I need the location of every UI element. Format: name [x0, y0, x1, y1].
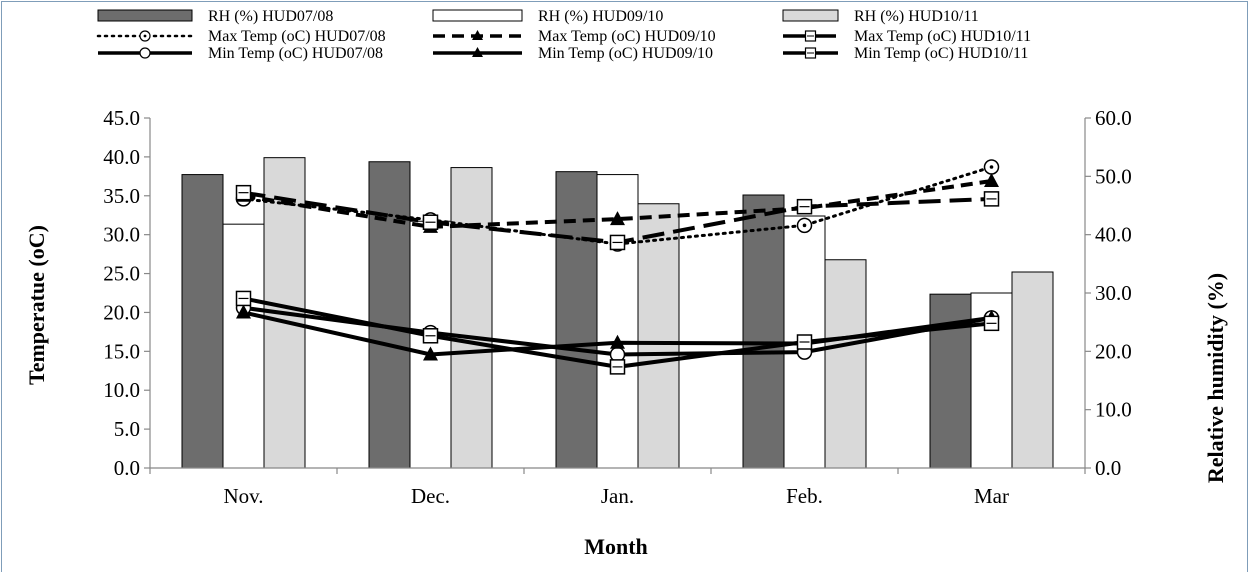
legend-marker-shape — [472, 30, 483, 40]
legend-marker-3 — [804, 30, 817, 42]
y2-tick-label: 60.0 — [1095, 106, 1132, 130]
marker-5-3 — [610, 334, 625, 349]
y-tick-label: 45.0 — [103, 106, 140, 130]
y-tick-label: 15.0 — [103, 339, 140, 363]
bar-1-2 — [368, 161, 411, 469]
legend: RH (%) HUD07/08 RH (%) HUD09/10 RH (%) HUD… — [96, 8, 1031, 62]
legend-swatch-bar-3 — [782, 9, 839, 22]
legend-label-line-4: Min Temp (oC) HUD07/08 — [208, 45, 383, 62]
legend-swatch-bar-1 — [97, 9, 193, 22]
y-tick-label: 30.0 — [103, 223, 140, 247]
y2-tick-label: 40.0 — [1095, 223, 1132, 247]
legend-marker-6 — [804, 47, 817, 59]
marker-1-5-dot — [989, 165, 994, 169]
legend-marker-shape — [472, 47, 483, 57]
x-axis-label: Month — [584, 534, 648, 559]
y-tick-label: 35.0 — [103, 184, 140, 208]
y2-tick-label: 10.0 — [1095, 398, 1132, 422]
x-tick-label: Jan. — [601, 484, 634, 508]
y2-tick-label: 50.0 — [1095, 164, 1132, 188]
legend-marker-dot — [143, 34, 147, 38]
legend-label-bar-2: RH (%) HUD09/10 — [538, 8, 663, 25]
y2-tick-label: 30.0 — [1095, 281, 1132, 305]
legend-marker-5 — [472, 47, 483, 57]
y2-tick-label: 0.0 — [1095, 456, 1121, 480]
x-tick-label: Mar — [974, 484, 1009, 508]
x-tick-label: Nov. — [223, 484, 263, 508]
legend-label-line-1: Max Temp (oC) HUD07/08 — [208, 28, 386, 45]
x-tick-label: Feb. — [786, 484, 823, 508]
y-tick-label: 5.0 — [114, 417, 140, 441]
legend-label-bar-1: RH (%) HUD07/08 — [208, 8, 333, 25]
y2-axis-label: Relative humidity (%) — [1203, 273, 1228, 483]
y-tick-label: 10.0 — [103, 378, 140, 402]
bar-3-3 — [637, 203, 680, 469]
legend-label-line-5: Min Temp (oC) HUD09/10 — [538, 45, 713, 62]
legend-label-line-6: Min Temp (oC) HUD10/11 — [854, 45, 1028, 62]
bar-3-2 — [450, 167, 493, 469]
y-tick-label: 20.0 — [103, 300, 140, 324]
bar-1-4 — [742, 194, 785, 469]
legend-label-bar-3: RH (%) HUD10/11 — [854, 8, 979, 25]
legend-marker-4 — [139, 47, 151, 59]
line-series-2 — [243, 179, 992, 229]
y-tick-label: 25.0 — [103, 262, 140, 286]
axes-group: 0.0 5.0 10.0 15.0 20.0 25.0 30.0 35.0 40.0 45.0 0.… — [103, 106, 1132, 508]
y2-tick-label: 20.0 — [1095, 339, 1132, 363]
marker-5-1 — [236, 304, 251, 319]
legend-label-line-2: Max Temp (oC) HUD09/10 — [538, 28, 716, 45]
legend-marker-1 — [139, 30, 151, 42]
marker-2-5 — [984, 173, 999, 187]
lines-group — [235, 159, 1000, 375]
marker-5-2 — [423, 346, 438, 361]
bar-3-4 — [824, 259, 867, 469]
y-tick-label: 40.0 — [103, 145, 140, 169]
x-tick-label: Dec. — [411, 484, 450, 508]
y-axis-label: Temperatue (oC) — [24, 225, 49, 385]
bar-2-2 — [409, 220, 452, 469]
legend-label-line-3: Max Temp (oC) HUD10/11 — [854, 28, 1031, 45]
bar-2-1 — [222, 223, 265, 469]
legend-swatch-bar-2 — [432, 9, 523, 22]
legend-marker-shape — [139, 47, 151, 59]
y-tick-label: 0.0 — [114, 456, 140, 480]
bar-1-1 — [181, 174, 224, 469]
marker-1-4-dot — [802, 223, 807, 228]
bar-3-5 — [1011, 271, 1054, 469]
bar-1-3 — [555, 171, 598, 469]
marker-2-3 — [610, 211, 625, 226]
legend-marker-2 — [472, 30, 483, 40]
